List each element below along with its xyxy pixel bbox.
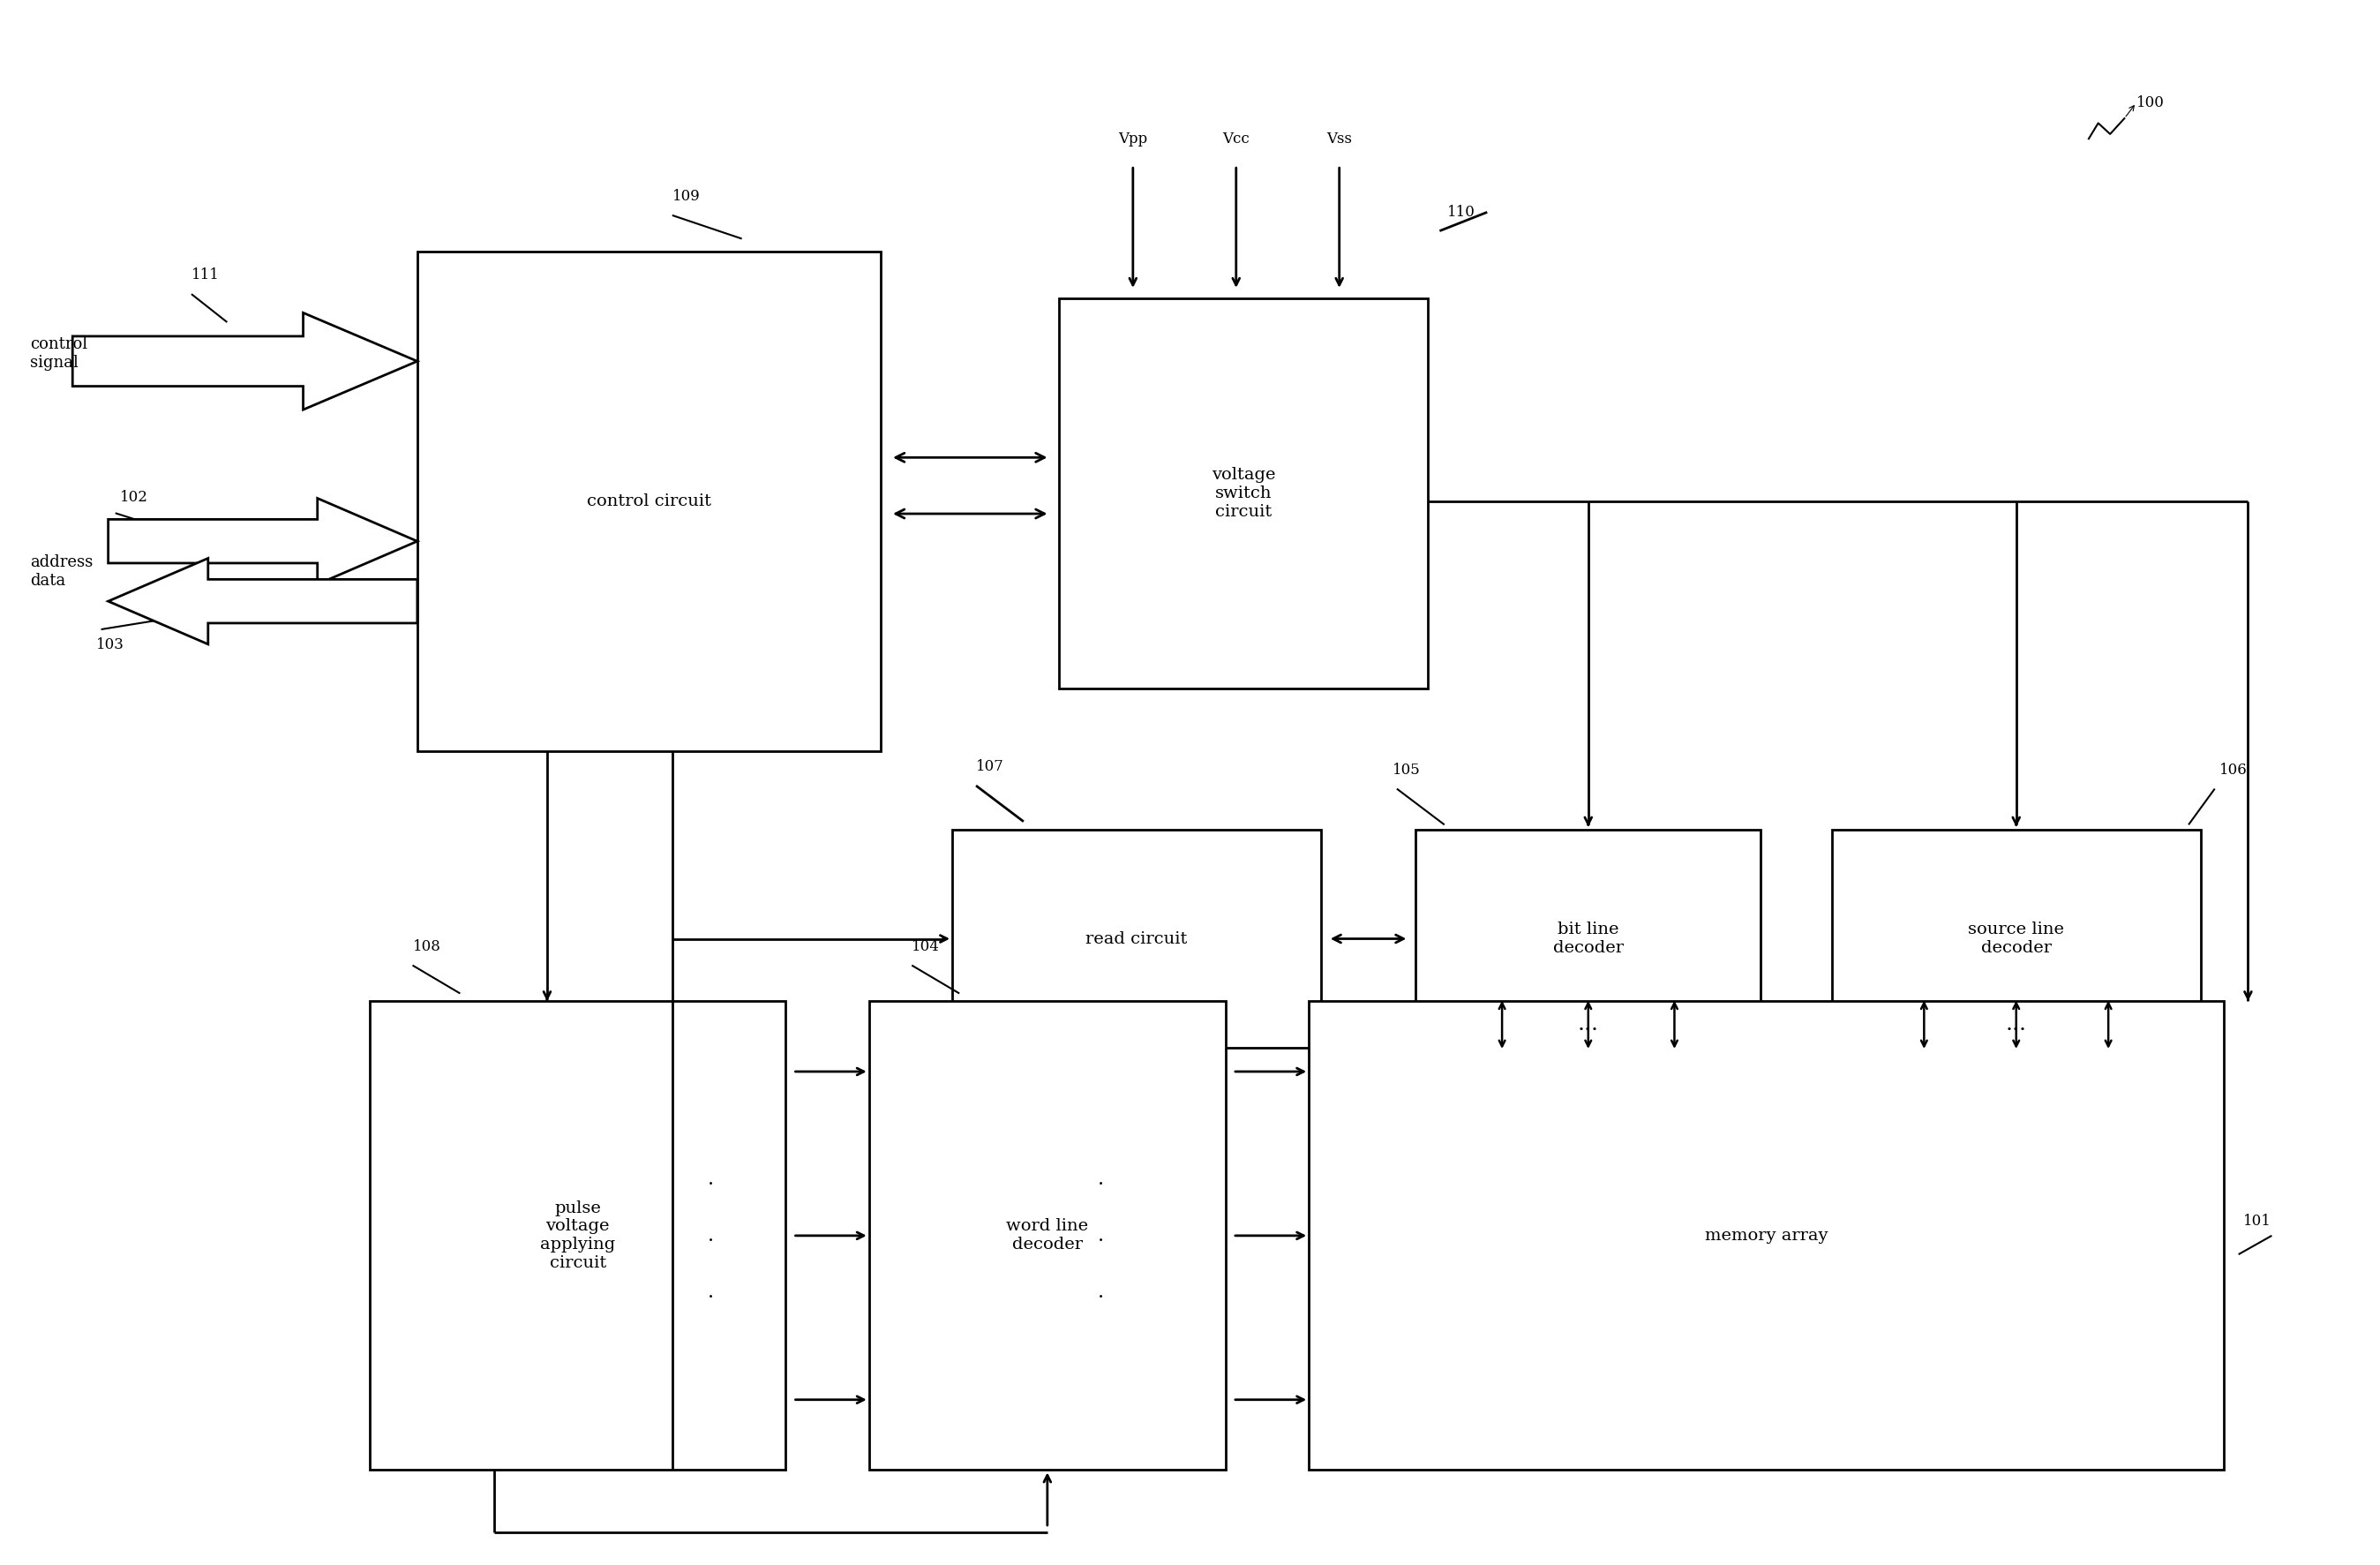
Text: source line
decoder: source line decoder xyxy=(1968,922,2063,956)
Text: read circuit: read circuit xyxy=(1085,931,1188,947)
Text: memory array: memory array xyxy=(1704,1227,1828,1244)
Text: 104: 104 xyxy=(912,939,940,955)
Text: control
signal: control signal xyxy=(31,336,88,371)
Text: 106: 106 xyxy=(2221,762,2247,778)
Bar xyxy=(952,829,1321,1049)
Text: 109: 109 xyxy=(671,189,700,203)
Text: 101: 101 xyxy=(2244,1214,2271,1229)
Text: .: . xyxy=(707,1225,714,1246)
Bar xyxy=(1059,297,1428,689)
Text: Vss: Vss xyxy=(1326,131,1352,147)
Text: 110: 110 xyxy=(1447,205,1476,219)
Text: ...: ... xyxy=(1578,1014,1599,1034)
Text: 100: 100 xyxy=(2137,95,2163,110)
Text: pulse
voltage
applying
circuit: pulse voltage applying circuit xyxy=(540,1200,616,1271)
Bar xyxy=(416,252,881,751)
Text: .: . xyxy=(707,1169,714,1189)
Text: .: . xyxy=(1097,1169,1104,1189)
Text: control circuit: control circuit xyxy=(588,493,712,509)
Bar xyxy=(1416,829,1761,1049)
Text: 108: 108 xyxy=(412,939,440,955)
Bar xyxy=(369,1002,785,1470)
Text: Vpp: Vpp xyxy=(1119,131,1147,147)
Text: .: . xyxy=(707,1282,714,1302)
Polygon shape xyxy=(107,559,416,645)
Text: 105: 105 xyxy=(1392,762,1421,778)
Text: word line
decoder: word line decoder xyxy=(1007,1219,1088,1252)
Text: voltage
switch
circuit: voltage switch circuit xyxy=(1211,466,1276,520)
Text: 107: 107 xyxy=(976,759,1004,775)
Text: Vcc: Vcc xyxy=(1223,131,1250,147)
Text: bit line
decoder: bit line decoder xyxy=(1552,922,1623,956)
Bar xyxy=(1309,1002,2225,1470)
Text: 102: 102 xyxy=(119,490,148,505)
Bar xyxy=(1833,829,2202,1049)
Bar xyxy=(869,1002,1226,1470)
Polygon shape xyxy=(107,498,416,584)
Text: 111: 111 xyxy=(190,268,219,283)
Text: ...: ... xyxy=(2006,1014,2028,1034)
Text: 103: 103 xyxy=(95,637,124,653)
Text: .: . xyxy=(1097,1282,1104,1302)
Text: .: . xyxy=(1097,1225,1104,1246)
Polygon shape xyxy=(71,313,416,410)
Text: address
data: address data xyxy=(31,554,93,588)
